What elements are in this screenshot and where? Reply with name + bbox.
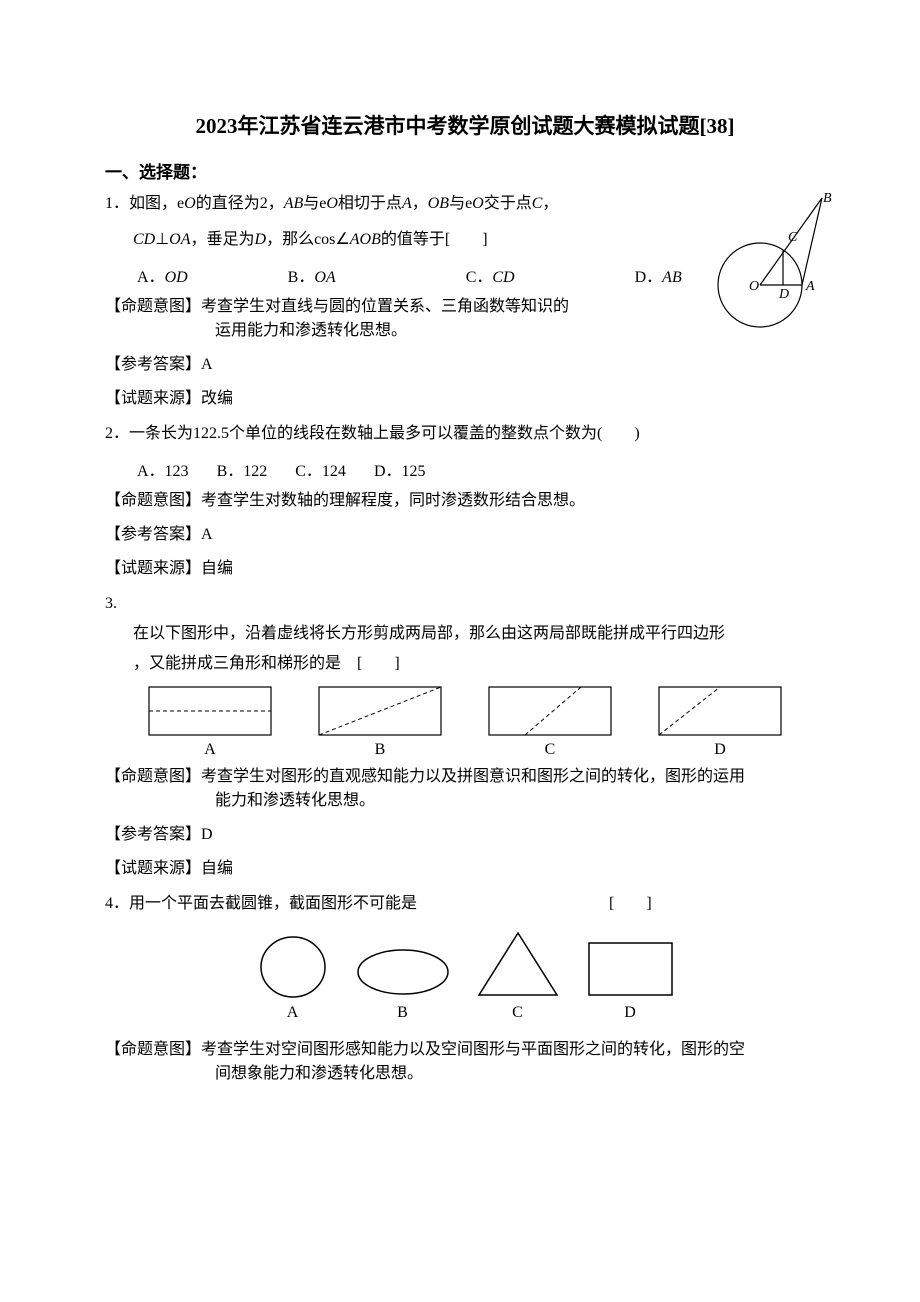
q1-t8: ， [542,195,558,212]
q1-t4: 相切于点 [338,195,402,212]
q1-l2d: ，垂足为 [191,231,255,248]
q3-num: 3. [105,591,825,617]
fig-label-D: D [778,287,789,302]
q3-text2: ，又能拼成三角形和梯形的是 [ ] [133,651,825,677]
q3-letter-B: B [310,741,450,759]
q3-letter-A: A [140,741,280,759]
fig-label-O: O [749,279,759,294]
q2-optC: C．124 [295,457,346,481]
q1-optA: OD [165,269,188,286]
q2-answer: 【参考答案】A [105,523,825,547]
section-1-heading: 一、选择题： [105,158,825,183]
q1-optD: AB [662,269,682,286]
q1-t1: 如图，e [129,195,184,212]
q1-t3: 与e [303,195,326,212]
q1-OA: OA [169,231,190,248]
q4-fig-C: C [473,927,563,1022]
q1-AB: AB [284,195,304,212]
q3-answer: 【参考答案】D [105,823,825,847]
q1-CD: CD [133,231,155,248]
q1-C: C [532,195,543,212]
q1-optC-pre: C． [466,269,493,286]
q3-intent: 【命题意图】考查学生对图形的直观感知能力以及拼图意识和图形之间的转化，图形的运用… [105,765,825,813]
q1-O2: O [326,195,338,212]
q4-fig-D: D [583,937,678,1022]
q4-intent-l1: 【命题意图】考查学生对空间图形感知能力以及空间图形与平面图形之间的转化，图形的空 [105,1038,825,1062]
q1-t7: 交于点 [484,195,532,212]
q1-AOB: AOB [350,231,381,248]
q1-optB: OA [314,269,335,286]
q3-letters: A B C D [125,741,805,759]
q1-O: O [184,195,196,212]
q4-intent-l2: 间想象能力和渗透转化思想。 [105,1062,825,1086]
q3-fig-D [650,683,790,739]
page-title: 2023年江苏省连云港市中考数学原创试题大赛模拟试题[38] [105,110,825,140]
q2-text: 2．一条长为122.5个单位的线段在数轴上最多可以覆盖的整数点个数为( ) [105,421,825,447]
fig-label-C: C [788,230,798,245]
q2-source: 【试题来源】自编 [105,557,825,581]
q4-letter-A: A [253,1004,333,1022]
q3-intent-l2: 能力和渗透转化思想。 [105,789,825,813]
q1-figure: O D A C B [715,190,835,330]
q3-fig-A [140,683,280,739]
q4-intent: 【命题意图】考查学生对空间图形感知能力以及空间图形与平面图形之间的转化，图形的空… [105,1038,825,1086]
q4-letter-B: B [353,1004,453,1022]
q1-optC: CD [492,269,514,286]
q1-t5: ， [412,195,428,212]
q1-D: D [255,231,267,248]
q3-letter-C: C [480,741,620,759]
fig-label-A: A [805,279,815,294]
q1-optD-pre: D． [635,269,663,286]
q3-fig-C [480,683,620,739]
fig-label-B: B [823,191,832,206]
q1-answer: 【参考答案】A [105,353,825,377]
q1-perp: ⊥ [155,231,169,248]
q1-l2f: ，那么cos∠ [266,231,350,248]
q3-letter-D: D [650,741,790,759]
q3-text1: 在以下图形中，沿着虚线将长方形剪成两局部，那么由这两局部既能拼成平行四边形 [133,621,825,647]
q3-fig-B [310,683,450,739]
q4-fig-B: B [353,942,453,1022]
q1-source: 【试题来源】改编 [105,387,825,411]
q1-OB: OB [428,195,449,212]
q3-intent-l1: 【命题意图】考查学生对图形的直观感知能力以及拼图意识和图形之间的转化，图形的运用 [105,765,825,789]
q4-fig-A: A [253,932,333,1022]
q4-letter-C: C [473,1004,563,1022]
q1-t2: 的直径为2， [196,195,284,212]
q1-num: 1． [105,195,129,212]
q1-optA-pre: A． [137,269,165,286]
q2-optB: B．122 [217,457,268,481]
q2-optA: A．123 [137,457,189,481]
q1-optB-pre: B． [288,269,315,286]
q2-options: A．123 B．122 C．124 D．125 [137,457,825,481]
q1-A: A [402,195,412,212]
q3-source: 【试题来源】自编 [105,857,825,881]
q1-t6: 与e [449,195,472,212]
q1-O3: O [472,195,484,212]
q4-figures: A B C D [105,927,825,1022]
q2-intent: 【命题意图】考查学生对数轴的理解程度，同时渗透数形结合思想。 [105,489,825,513]
q2-optD: D．125 [374,457,426,481]
q4-text: 4．用一个平面去截圆锥，截面图形不可能是 [ ] [105,891,825,917]
q1-l2h: 的值等于[ ] [381,231,488,248]
q4-letter-D: D [583,1004,678,1022]
q3-figures [125,683,805,739]
